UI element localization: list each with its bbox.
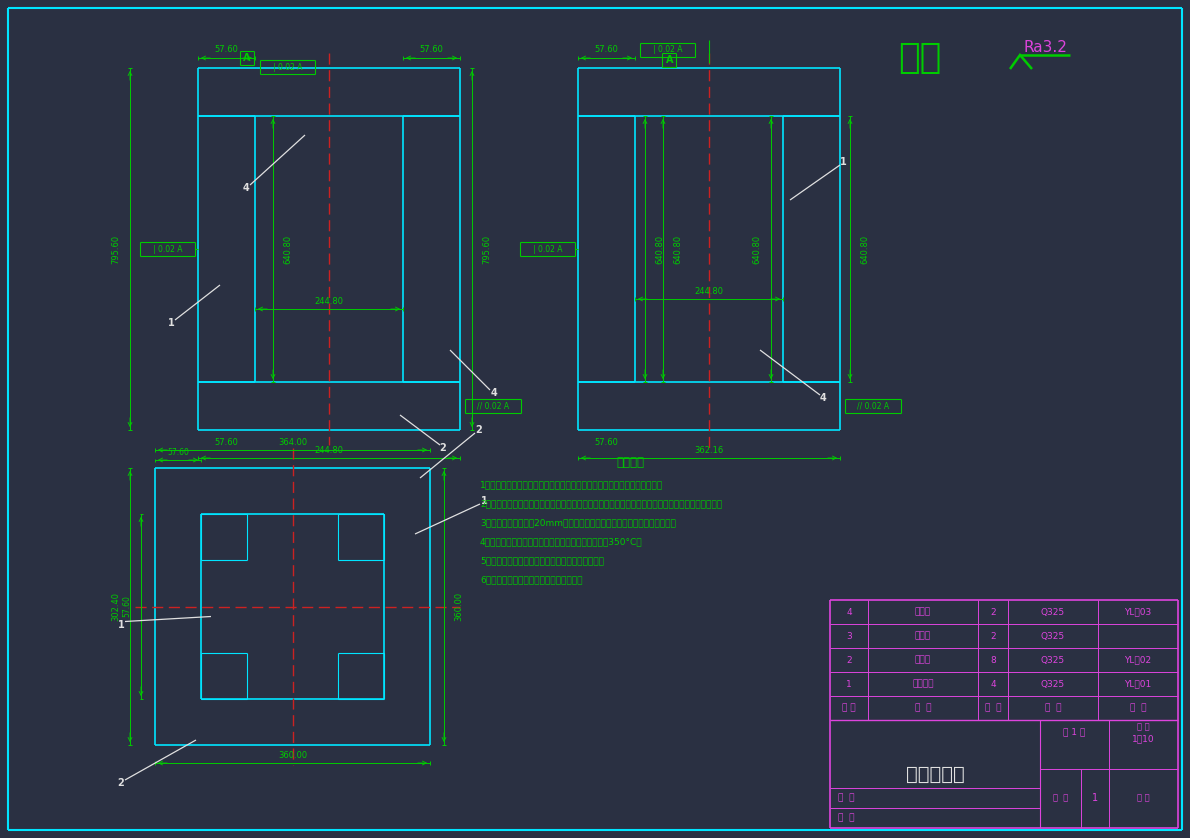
Text: 244.80: 244.80 <box>695 287 724 296</box>
Text: | 0.02 A: | 0.02 A <box>533 245 562 254</box>
Text: 8: 8 <box>990 655 996 665</box>
Text: YL－01: YL－01 <box>1125 680 1152 689</box>
Text: 4、在焊接的全过程中，铸钢件预热区的温度不得低于350°C。: 4、在焊接的全过程中，铸钢件预热区的温度不得低于350°C。 <box>480 537 643 546</box>
Text: 图 号: 图 号 <box>1138 794 1150 803</box>
Text: 57.60: 57.60 <box>595 45 619 54</box>
Text: 支架竖梁: 支架竖梁 <box>913 680 934 689</box>
Text: Q325: Q325 <box>1041 680 1065 689</box>
Text: 3: 3 <box>846 632 852 640</box>
Text: 2: 2 <box>476 425 482 435</box>
Text: 1: 1 <box>168 318 175 328</box>
Text: 640.80: 640.80 <box>654 235 664 264</box>
Text: | 0.02 A: | 0.02 A <box>152 245 182 254</box>
Text: 4: 4 <box>490 388 497 398</box>
Text: 57.60: 57.60 <box>167 447 189 457</box>
Text: 数  量: 数 量 <box>985 703 1001 712</box>
Text: 数  量: 数 量 <box>1053 794 1069 803</box>
Text: 640.80: 640.80 <box>752 235 760 264</box>
Text: 序 号: 序 号 <box>843 703 856 712</box>
Text: 640.80: 640.80 <box>860 235 869 264</box>
Text: 795.60: 795.60 <box>111 235 120 264</box>
Text: 57.60: 57.60 <box>123 596 131 618</box>
Text: 360.00: 360.00 <box>455 592 463 621</box>
Text: 3、焊接区及坡口周围20mm以内的粘砂、油、水、锈等脏物必须彻底清理。: 3、焊接区及坡口周围20mm以内的粘砂、油、水、锈等脏物必须彻底清理。 <box>480 518 676 527</box>
Text: 362.16: 362.16 <box>695 446 724 454</box>
Text: 名  称: 名 称 <box>915 703 932 712</box>
Text: 6、补焊时，焊条不应做过大的横向摆动。: 6、补焊时，焊条不应做过大的横向摆动。 <box>480 575 582 584</box>
Text: A: A <box>666 55 674 65</box>
Text: 364.00: 364.00 <box>278 437 307 447</box>
Text: 1: 1 <box>118 619 125 629</box>
Text: 1: 1 <box>481 496 488 506</box>
Text: 4: 4 <box>243 183 250 193</box>
Text: YL－02: YL－02 <box>1125 655 1152 665</box>
Text: 640.80: 640.80 <box>674 235 682 264</box>
Text: 244.80: 244.80 <box>314 297 344 306</box>
Text: 4: 4 <box>990 680 996 689</box>
Text: 机架焊合图: 机架焊合图 <box>906 764 964 784</box>
Text: 1、焊接前必须将缺陷彻底清除，坡口面应修的平整圆滑，不得有尖角存在。: 1、焊接前必须将缺陷彻底清除，坡口面应修的平整圆滑，不得有尖角存在。 <box>480 480 663 489</box>
Text: 技术要求: 技术要求 <box>616 456 644 468</box>
Text: 640.80: 640.80 <box>283 235 292 264</box>
Text: 材  料: 材 料 <box>1045 703 1061 712</box>
Text: 2: 2 <box>118 778 125 788</box>
Text: 2: 2 <box>439 443 446 453</box>
Text: 57.60: 57.60 <box>214 45 238 54</box>
Text: Q325: Q325 <box>1041 632 1065 640</box>
Text: 5、在条件允许的情况下，尽可能在水平位置施焊。: 5、在条件允许的情况下，尽可能在水平位置施焊。 <box>480 556 605 565</box>
Text: | 0.02 A: | 0.02 A <box>273 63 302 71</box>
Text: | 0.02 A: | 0.02 A <box>653 45 682 54</box>
Text: 备  注: 备 注 <box>1129 703 1146 712</box>
Text: 2: 2 <box>846 655 852 665</box>
Text: 其余: 其余 <box>898 41 941 75</box>
Text: Q325: Q325 <box>1041 655 1065 665</box>
Text: 2: 2 <box>990 632 996 640</box>
Text: // 0.02 A: // 0.02 A <box>477 401 509 411</box>
Text: 下竖梁: 下竖梁 <box>915 608 931 617</box>
Text: 2、根据铸钢件缺陷情况，对焊接区缺陷可采用铲挖、磨削、炭弧气刨、气割或机械加工等方法清除。: 2、根据铸钢件缺陷情况，对焊接区缺陷可采用铲挖、磨削、炭弧气刨、气割或机械加工等… <box>480 499 722 508</box>
Text: 第 1 张: 第 1 张 <box>1064 727 1085 737</box>
Text: 1: 1 <box>846 680 852 689</box>
Text: 57.60: 57.60 <box>420 45 444 54</box>
Text: 审  核: 审 核 <box>838 814 854 823</box>
Text: 1：10: 1：10 <box>1132 734 1154 743</box>
Text: 1: 1 <box>840 157 846 167</box>
Text: 4: 4 <box>846 608 852 617</box>
Text: Ra3.2: Ra3.2 <box>1023 39 1067 54</box>
Text: 57.60: 57.60 <box>595 437 619 447</box>
Text: 2: 2 <box>990 608 996 617</box>
Text: 795.60: 795.60 <box>482 235 491 264</box>
Text: 302.40: 302.40 <box>111 592 120 621</box>
Text: 比 例: 比 例 <box>1138 722 1150 732</box>
Text: 下横梁: 下横梁 <box>915 632 931 640</box>
Text: 57.60: 57.60 <box>214 437 238 447</box>
Text: Q325: Q325 <box>1041 608 1065 617</box>
Text: YL－03: YL－03 <box>1125 608 1152 617</box>
Text: 360.00: 360.00 <box>278 751 307 759</box>
Text: // 0.02 A: // 0.02 A <box>857 401 889 411</box>
Text: 制  图: 制 图 <box>838 794 854 803</box>
Text: 1: 1 <box>1092 794 1098 804</box>
Text: A: A <box>243 53 251 63</box>
Text: 244.80: 244.80 <box>314 446 344 454</box>
Text: 管封口: 管封口 <box>915 655 931 665</box>
Text: 4: 4 <box>820 393 826 403</box>
